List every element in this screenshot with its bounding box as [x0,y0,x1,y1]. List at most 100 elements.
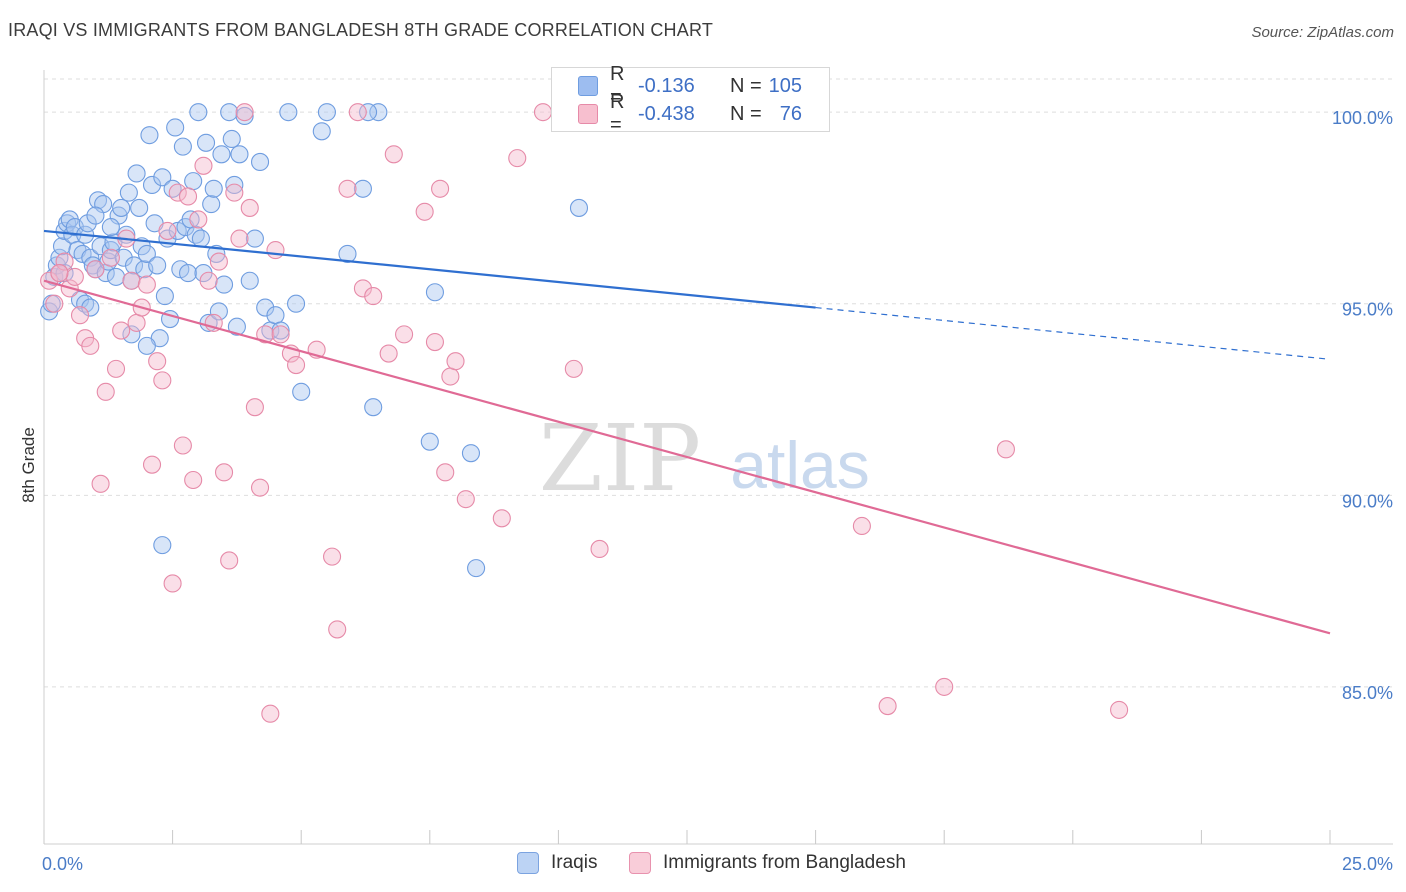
point-iraqis [130,198,149,217]
point-bangladesh [996,440,1015,459]
point-iraqis [178,264,198,283]
y-tick-label: 95.0% [1342,300,1393,320]
point-bangladesh [101,248,120,267]
point-iraqis [256,298,275,317]
legend-swatch-bangladesh [578,104,598,124]
point-bangladesh [214,463,234,482]
legend-item-iraqis[interactable]: Iraqis [517,852,597,874]
point-bangladesh [287,355,306,375]
point-bangladesh [935,677,954,696]
point-iraqis [148,256,167,275]
point-bangladesh [40,271,59,290]
point-iraqis [173,137,192,156]
legend-swatch-iraqis [578,76,598,96]
point-iraqis [212,145,231,164]
source-credit: Source: ZipAtlas.com [1251,24,1394,41]
x-tick-label-max: 25.0% [1342,854,1393,874]
point-iraqis [137,244,156,263]
point-bangladesh [70,306,90,325]
x-tick-labels: 0.0% 25.0% [42,854,1393,874]
point-bangladesh [96,382,115,401]
legend-r-label: R = [610,63,625,108]
point-iraqis [220,103,239,122]
point-bangladesh [142,455,162,474]
point-iraqis [235,106,254,126]
point-iraqis [353,179,372,198]
legend-label-iraqis: Iraqis [551,852,598,873]
point-bangladesh [106,359,126,378]
point-iraqis [569,198,589,217]
point-bangladesh [225,183,244,202]
point-bangladesh [163,574,182,593]
point-iraqis [155,287,174,306]
point-iraqis [240,271,259,290]
trend-line-iraqis [43,229,816,309]
point-iraqis [166,118,185,137]
point-iraqis [52,237,72,256]
point-iraqis [292,382,311,401]
point-bangladesh [86,260,105,279]
point-bangladesh [384,145,403,164]
point-iraqis [209,302,228,321]
point-iraqis [86,206,105,225]
point-iraqis [266,306,285,325]
point-bangladesh [81,336,100,355]
point-bangladesh [194,156,213,175]
point-iraqis [287,294,306,313]
point-bangladesh [266,241,285,260]
series-legend: Iraqis Immigrants from Bangladesh [0,852,1406,878]
point-iraqis [250,152,270,172]
point-bangladesh [45,294,64,313]
point-iraqis [369,103,388,122]
data-points [40,103,1129,723]
point-bangladesh [50,264,69,283]
point-iraqis [137,336,156,355]
point-iraqis [78,214,97,233]
point-iraqis [279,103,298,122]
legend-r-value: -0.136 [638,74,695,97]
point-iraqis [106,267,126,286]
point-bangladesh [328,620,347,639]
point-bangladesh [245,398,264,417]
point-bangladesh [1110,700,1129,719]
point-iraqis [222,129,241,149]
point-iraqis [214,275,234,294]
point-bangladesh [395,325,414,344]
watermark-zip: ZIP [539,405,701,512]
legend-n-value: 105 [768,74,802,97]
point-iraqis [425,283,444,302]
point-bangladesh [112,321,131,340]
point-bangladesh [348,103,367,122]
point-bangladesh [446,352,465,371]
point-bangladesh [379,344,398,363]
point-iraqis [112,198,131,217]
point-bangladesh [158,221,177,240]
point-iraqis [119,183,138,202]
point-iraqis [114,248,133,267]
point-iraqis [184,172,203,191]
point-iraqis [245,229,264,248]
trend-lines [43,229,1331,635]
legend-item-bangladesh[interactable]: Immigrants from Bangladesh [629,852,906,874]
legend-n-label: N = [730,74,762,97]
point-bangladesh [153,371,172,390]
point-bangladesh [323,547,342,566]
point-bangladesh [271,325,290,344]
legend-label-bangladesh: Immigrants from Bangladesh [663,852,906,873]
point-bangladesh [456,490,475,509]
x-tick-label-min: 0.0% [42,854,83,874]
stats-legend: R = -0.136 N = 105 R = -0.438 N = 76 [551,63,830,136]
point-bangladesh [235,103,254,122]
point-bangladesh [199,271,218,290]
point-bangladesh [148,352,167,371]
y-tick-label: 90.0% [1342,491,1393,511]
point-bangladesh [425,332,444,352]
point-bangladesh [184,470,203,490]
y-tick-label: 100.0% [1332,108,1393,128]
point-iraqis [364,398,383,417]
point-iraqis [202,195,221,214]
point-iraqis [225,175,244,195]
legend-row-iraqis: R = -0.136 N = 105 [552,63,802,108]
point-bangladesh [256,325,275,344]
